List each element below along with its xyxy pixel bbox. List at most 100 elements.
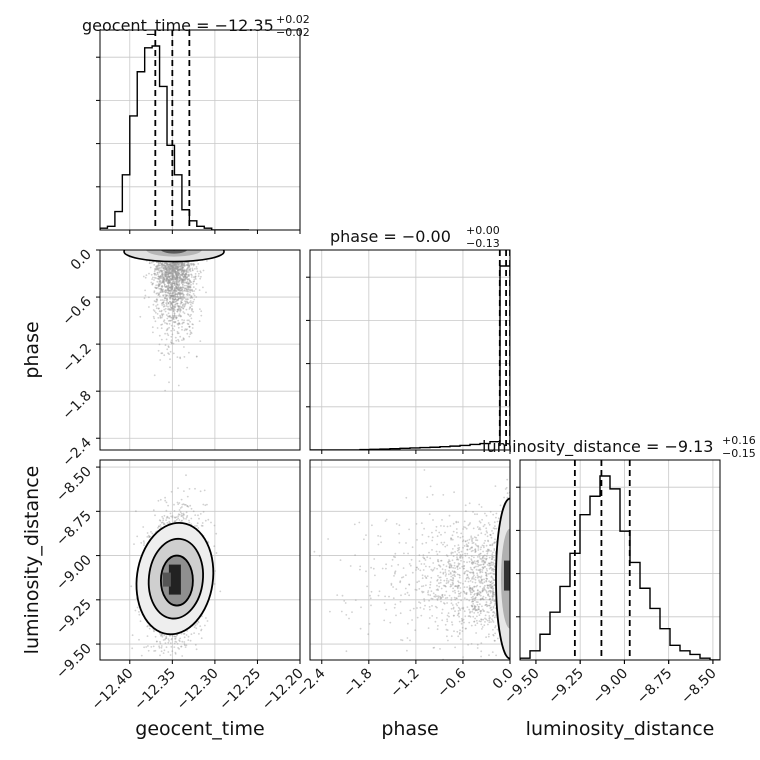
sample-point xyxy=(155,265,157,268)
sample-point xyxy=(187,314,190,316)
sample-point xyxy=(180,520,183,522)
sample-point xyxy=(172,301,175,303)
sample-point xyxy=(159,317,162,319)
sample-point xyxy=(159,642,162,645)
sample-point xyxy=(165,269,168,272)
sample-point xyxy=(164,279,167,282)
sample-point xyxy=(177,305,180,308)
sample-point xyxy=(167,284,170,287)
sample-point xyxy=(187,285,189,288)
sample-point xyxy=(173,264,176,266)
sample-point xyxy=(182,272,185,275)
sample-point xyxy=(176,283,179,286)
sample-point xyxy=(172,317,175,319)
sample-point xyxy=(176,276,179,279)
sample-point xyxy=(193,263,196,266)
sample-point xyxy=(157,263,160,265)
sample-point xyxy=(165,501,168,504)
sample-point xyxy=(187,267,189,270)
sample-point xyxy=(191,267,194,270)
sample-point xyxy=(159,283,161,286)
sample-point xyxy=(180,292,183,295)
sample-point xyxy=(167,352,170,355)
sample-point xyxy=(184,279,186,282)
sample-point xyxy=(165,314,168,316)
sample-point xyxy=(186,264,189,267)
sample-point xyxy=(178,263,181,266)
sample-point xyxy=(171,304,174,307)
sample-point xyxy=(182,266,185,269)
sample-point xyxy=(156,286,159,289)
sample-point xyxy=(155,277,157,279)
sample-point xyxy=(186,289,189,292)
sample-point xyxy=(167,292,170,294)
sample-point xyxy=(164,266,166,269)
sample-point xyxy=(184,275,187,278)
sample-point xyxy=(177,285,180,288)
sample-point xyxy=(162,294,165,296)
sample-point xyxy=(187,285,190,288)
sample-point xyxy=(174,272,177,275)
sample-point xyxy=(161,302,164,304)
sample-point xyxy=(174,278,177,280)
sample-point xyxy=(170,342,173,345)
sample-point xyxy=(186,280,189,283)
sample-point xyxy=(158,646,161,649)
sample-point xyxy=(156,280,159,283)
sample-point xyxy=(180,289,183,292)
sample-point xyxy=(170,287,172,290)
sample-point xyxy=(179,275,182,278)
sample-point xyxy=(174,635,176,638)
sample-point xyxy=(174,298,177,301)
sample-point xyxy=(158,282,160,285)
sample-point xyxy=(177,269,180,271)
sample-point xyxy=(175,267,177,270)
sample-point xyxy=(161,286,164,289)
sample-point xyxy=(165,277,168,279)
sample-point xyxy=(170,284,173,287)
sample-point xyxy=(181,292,184,294)
sample-point xyxy=(171,283,174,285)
sample-point xyxy=(178,292,181,295)
sample-point xyxy=(174,309,176,311)
pair-geocent_time-phase-content xyxy=(100,250,300,450)
sample-point xyxy=(149,266,152,269)
sample-point xyxy=(189,289,192,292)
sample-point xyxy=(165,262,168,265)
sample-point xyxy=(180,264,183,267)
sample-point xyxy=(156,298,158,301)
sample-point xyxy=(171,297,174,300)
sample-point xyxy=(182,269,185,272)
sample-point xyxy=(170,341,173,344)
sample-point xyxy=(159,519,162,522)
sample-point xyxy=(164,273,167,275)
sample-point xyxy=(169,286,172,289)
sample-point xyxy=(169,366,171,369)
sample-point xyxy=(206,260,208,262)
sample-point xyxy=(179,277,182,280)
sample-point xyxy=(166,265,169,268)
sample-point xyxy=(178,289,181,292)
sample-point xyxy=(154,320,157,323)
sample-point xyxy=(186,278,189,281)
sample-point xyxy=(171,316,173,319)
sample-point xyxy=(181,266,184,269)
sample-point xyxy=(170,317,173,319)
sample-point xyxy=(168,267,171,270)
sample-point xyxy=(153,276,156,279)
sample-point xyxy=(171,515,174,518)
sample-point xyxy=(162,639,165,641)
sample-point xyxy=(178,293,181,295)
sample-point xyxy=(176,298,179,301)
sample-point xyxy=(167,287,170,290)
sample-point xyxy=(169,271,172,274)
sample-point xyxy=(179,307,182,310)
sample-point xyxy=(179,309,182,312)
sample-point xyxy=(166,287,169,290)
sample-point xyxy=(166,299,169,301)
sample-point xyxy=(170,295,173,298)
sample-point xyxy=(176,262,179,264)
sample-point xyxy=(185,518,187,520)
sample-point xyxy=(168,266,170,268)
sample-point xyxy=(186,332,189,335)
